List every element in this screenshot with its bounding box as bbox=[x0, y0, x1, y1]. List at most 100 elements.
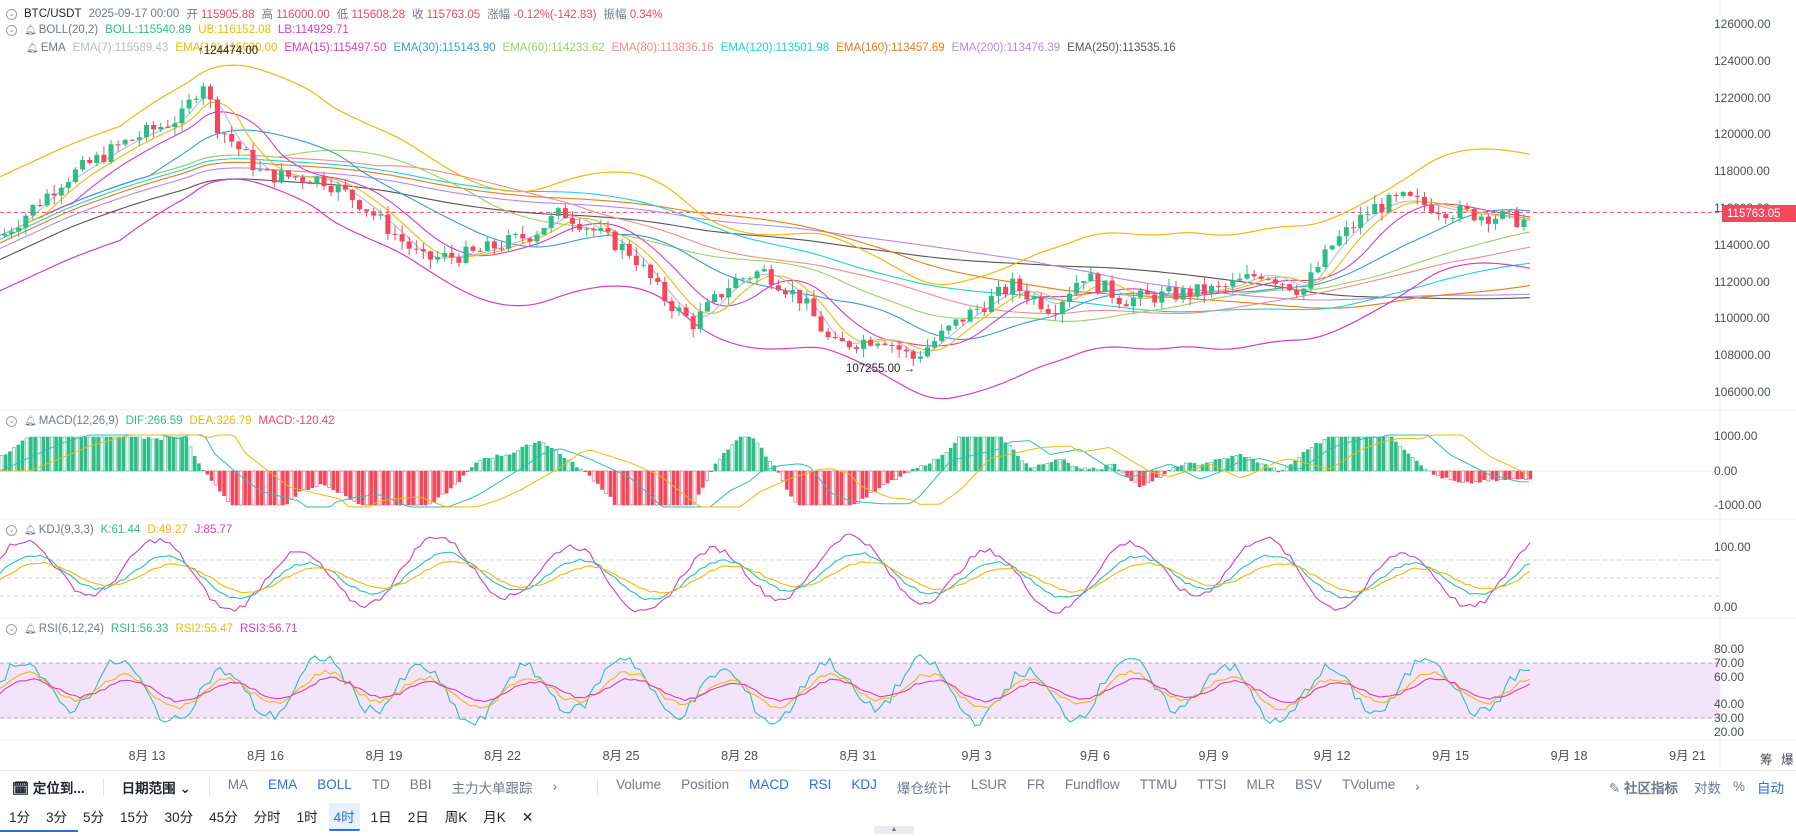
bell-icon[interactable]: 🔔︎ bbox=[24, 415, 37, 427]
sub-indicator-5[interactable]: 爆仓统计 bbox=[896, 780, 951, 796]
macd-bar bbox=[600, 470, 604, 490]
chevron-right-icon[interactable]: › bbox=[552, 779, 558, 794]
timeframe-12[interactable]: 月K bbox=[483, 810, 506, 825]
sub-indicator-1[interactable]: Position bbox=[681, 776, 730, 792]
candle-body bbox=[378, 214, 384, 216]
macd-bar bbox=[230, 470, 235, 506]
collapse-toggle-icon[interactable]: ⌄ bbox=[6, 623, 17, 635]
timeframe-8[interactable]: 4时 bbox=[328, 803, 360, 831]
sub-indicator-2[interactable]: MACD bbox=[749, 776, 789, 792]
macd-bar bbox=[797, 470, 802, 506]
macd-bar bbox=[507, 454, 512, 472]
timeframe-7[interactable]: 1时 bbox=[296, 810, 318, 825]
macd-bar bbox=[247, 470, 252, 506]
candle-body bbox=[122, 139, 128, 145]
locate-button[interactable]: 🗓︎ 定位到... bbox=[12, 780, 85, 796]
candle-body bbox=[87, 160, 93, 163]
sub-indicator-7[interactable]: FR bbox=[1026, 776, 1045, 792]
macd-bar bbox=[1192, 463, 1197, 472]
macd-bar bbox=[1121, 470, 1125, 474]
timeframe-4[interactable]: 30分 bbox=[164, 810, 194, 825]
sub-indicator-13[interactable]: TVolume bbox=[1341, 776, 1396, 792]
macd-bar bbox=[688, 470, 693, 506]
main-indicator-4[interactable]: BBI bbox=[409, 776, 432, 792]
main-indicator-2[interactable]: BOLL bbox=[317, 776, 352, 792]
bell-icon[interactable]: 🔔︎ bbox=[26, 42, 39, 54]
close-icon[interactable]: ✕ bbox=[521, 808, 534, 825]
macd-bar bbox=[667, 470, 672, 506]
timeframe-3[interactable]: 15分 bbox=[120, 810, 149, 825]
macd-bar bbox=[394, 470, 399, 506]
date-range-dropdown[interactable]: 日期范围 ⌄ bbox=[121, 780, 191, 796]
main-indicator-5[interactable]: 主力大单跟踪 bbox=[451, 780, 533, 796]
sub-indicator-6[interactable]: LSUR bbox=[970, 776, 1007, 792]
sub-indicator-3[interactable]: RSI bbox=[808, 776, 832, 792]
main-indicator-0[interactable]: MA bbox=[227, 776, 248, 792]
sub-indicator-11[interactable]: MLR bbox=[1246, 776, 1275, 792]
collapse-toggle-icon[interactable]: ⌄ bbox=[6, 524, 17, 536]
ema-item: EMA(80):113836.16 bbox=[611, 42, 714, 54]
timeframe-6[interactable]: 分时 bbox=[253, 810, 281, 825]
sub-indicator-8[interactable]: Fundflow bbox=[1064, 776, 1120, 792]
rsi1-line bbox=[0, 653, 1531, 727]
macd-bar bbox=[1242, 457, 1247, 472]
sub-indicator-9[interactable]: TTMU bbox=[1139, 776, 1178, 792]
sub-indicator-4[interactable]: KDJ bbox=[851, 776, 877, 792]
macd-bar bbox=[654, 470, 659, 506]
macd-bar bbox=[520, 446, 525, 472]
macd-bar bbox=[461, 470, 466, 476]
timeframe-1[interactable]: 3分 bbox=[46, 810, 68, 825]
auto-scale-toggle[interactable]: 自动 bbox=[1757, 780, 1784, 796]
timeframe-11[interactable]: 周K bbox=[444, 810, 468, 825]
bell-icon[interactable]: 🔔︎ bbox=[24, 623, 37, 635]
ema-item: EMA(10):115680.00 bbox=[175, 42, 278, 54]
timeframe-0[interactable]: 1分 bbox=[9, 810, 31, 825]
chevron-right-icon[interactable]: › bbox=[1415, 779, 1420, 794]
macd-bar bbox=[0, 455, 4, 472]
macd-bar bbox=[848, 470, 852, 506]
ema-item: EMA(200):113476.39 bbox=[951, 42, 1061, 54]
macd-bar bbox=[402, 470, 407, 506]
bell-icon[interactable]: 🔔︎ bbox=[24, 24, 37, 36]
macd-bar bbox=[440, 470, 445, 495]
macd-bar bbox=[1415, 460, 1419, 472]
candle-body bbox=[250, 149, 256, 171]
timeframe-10[interactable]: 2日 bbox=[407, 810, 429, 825]
candle-body bbox=[328, 186, 334, 193]
liq-label[interactable]: 爆 bbox=[1781, 753, 1794, 767]
boll-legend: ⌄ 🔔︎ BOLL(20,2) BOLL:115540.89 UB:116152… bbox=[6, 24, 349, 36]
chips-label[interactable]: 筹 bbox=[1760, 753, 1773, 767]
main-indicator-1[interactable]: EMA bbox=[268, 776, 298, 792]
resize-handle[interactable]: ▲ bbox=[874, 826, 914, 834]
collapse-toggle-icon[interactable]: ⌄ bbox=[6, 24, 17, 36]
candle-body bbox=[428, 251, 433, 260]
macd-bar bbox=[1070, 465, 1075, 472]
candle-body bbox=[1478, 216, 1484, 221]
candle-body bbox=[925, 347, 930, 357]
collapse-toggle-icon[interactable]: ⌄ bbox=[6, 415, 17, 427]
sub-indicator-12[interactable]: BSV bbox=[1294, 776, 1322, 792]
bell-icon[interactable]: 🔔︎ bbox=[24, 524, 37, 536]
sub-indicator-0[interactable]: Volume bbox=[616, 776, 662, 792]
percent-scale-toggle[interactable]: % bbox=[1732, 779, 1745, 794]
macd-dea-line bbox=[0, 434, 1530, 508]
candle-body bbox=[101, 154, 107, 162]
community-indicator-button[interactable]: ✎ 社区指标 bbox=[1608, 780, 1678, 796]
macd-bar bbox=[87, 436, 92, 472]
rsi-band bbox=[0, 663, 1720, 718]
candle-body bbox=[974, 308, 980, 310]
timeframe-9[interactable]: 1日 bbox=[370, 810, 392, 825]
macd-bar bbox=[1167, 469, 1171, 472]
sub-indicator-10[interactable]: TTSI bbox=[1197, 776, 1227, 792]
timeframe-5[interactable]: 45分 bbox=[209, 810, 238, 825]
price-axis-label: 122000.00 bbox=[1714, 90, 1771, 105]
macd-bar bbox=[1444, 470, 1449, 478]
collapse-toggle-icon[interactable]: ⌄ bbox=[6, 8, 17, 20]
macd-bar bbox=[608, 470, 613, 497]
main-indicator-3[interactable]: TD bbox=[371, 776, 390, 792]
timeframe-2[interactable]: 5分 bbox=[83, 810, 105, 825]
boll-name: BOLL(20,2) bbox=[38, 24, 99, 36]
macd-bar bbox=[339, 470, 344, 493]
log-scale-toggle[interactable]: 对数 bbox=[1693, 780, 1721, 796]
